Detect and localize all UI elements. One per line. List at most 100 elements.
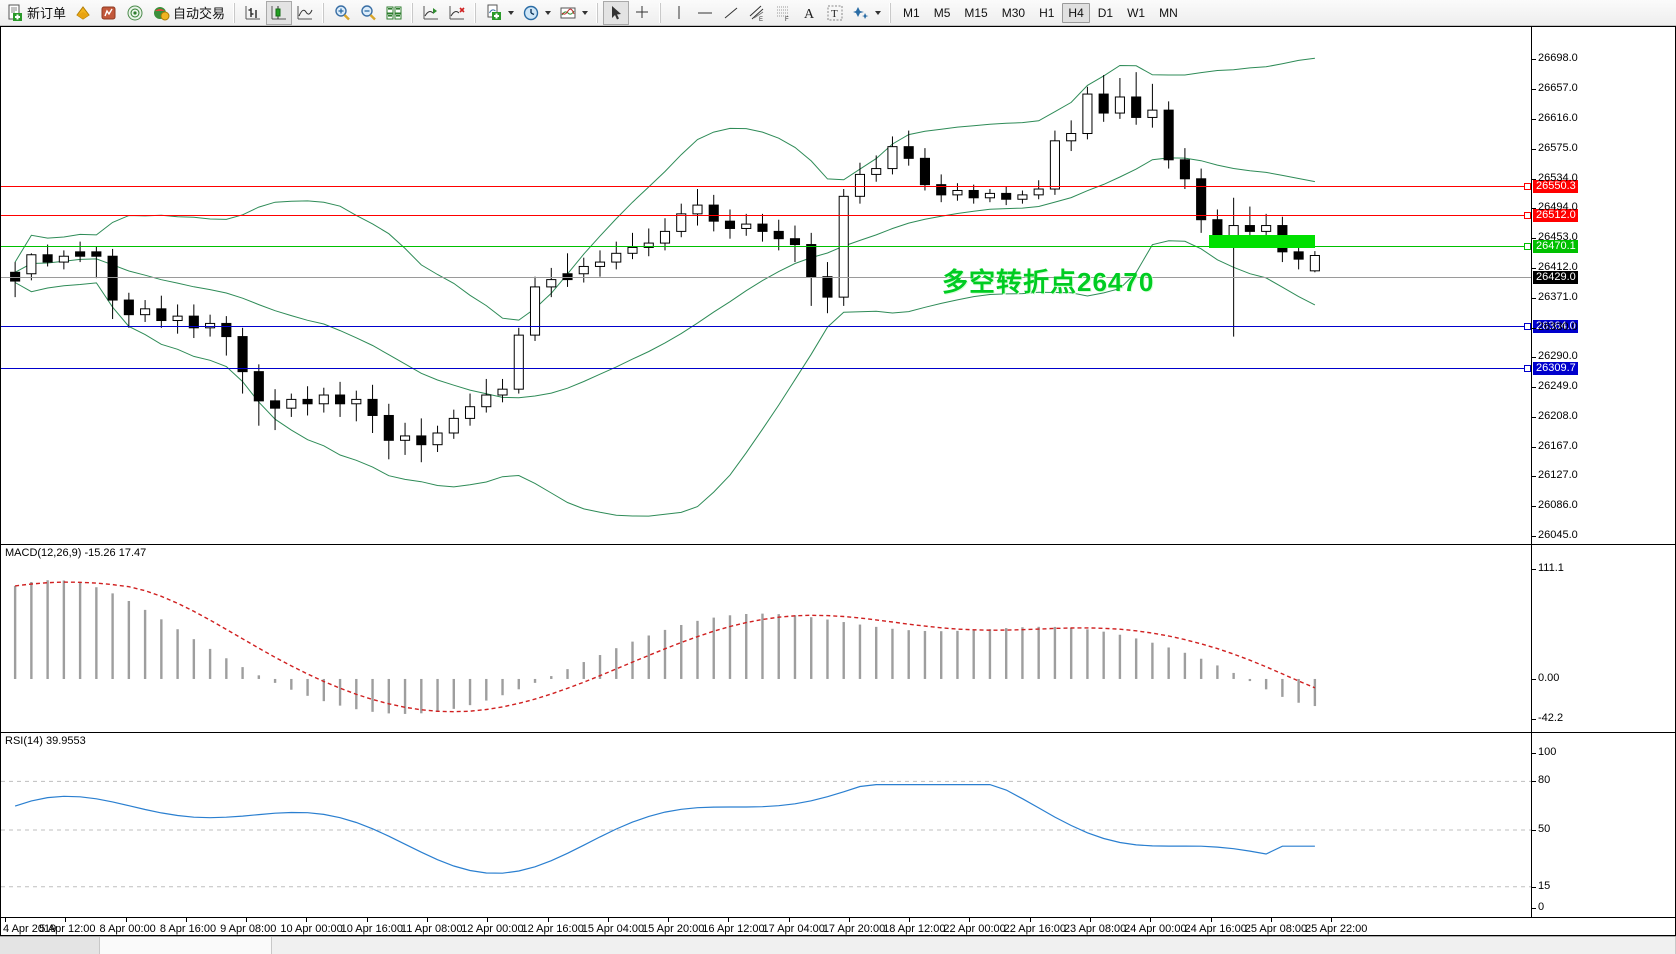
level-line-support-1[interactable]: [1, 326, 1531, 327]
time-tick-mark: [5, 918, 6, 922]
timeframe-m15[interactable]: M15: [964, 5, 988, 20]
fibonacci-button[interactable]: F: [770, 1, 796, 25]
level-handle-pivot-green[interactable]: [1524, 243, 1531, 250]
price-tag-last-price[interactable]: 26429.0: [1533, 271, 1578, 284]
taskbar-tab-1[interactable]: [0, 937, 100, 954]
candle-body: [1196, 178, 1207, 221]
templates-button[interactable]: [555, 1, 592, 25]
new-order-icon: [6, 4, 24, 22]
timeframe-d1[interactable]: D1: [1097, 5, 1114, 20]
timeframe-h1[interactable]: H1: [1039, 5, 1055, 20]
svg-text:F: F: [785, 17, 789, 22]
shift-end-button[interactable]: [418, 1, 444, 25]
candle-body: [692, 204, 703, 215]
candlestick-chart-button[interactable]: [266, 0, 293, 25]
level-handle-support-2[interactable]: [1524, 365, 1531, 372]
price-tick-label: 26167.0: [1538, 439, 1578, 452]
candle-body: [854, 173, 866, 197]
price-tick-mark: [1532, 88, 1536, 90]
price-tag-pivot-green[interactable]: 26470.1: [1533, 240, 1578, 253]
level-handle-resistance-1[interactable]: [1524, 183, 1531, 190]
text-button[interactable]: A: [796, 1, 822, 25]
time-tick-label: 8 Apr 16:00: [159, 923, 217, 935]
candle-body: [123, 299, 134, 316]
time-tick-label: 10 Apr 00:00: [280, 923, 343, 935]
zoom-in-button[interactable]: [329, 1, 355, 25]
level-line-resistance-2[interactable]: [1, 215, 1531, 216]
rsi-tick-mark: [1532, 781, 1536, 783]
timeframe-h4[interactable]: H4: [1062, 2, 1090, 23]
horizontal-line-button[interactable]: [692, 1, 718, 25]
svg-text:A: A: [804, 7, 815, 22]
chevron-down-icon[interactable]: [545, 10, 552, 15]
candle-body: [497, 388, 508, 396]
shapes-icon: [852, 4, 870, 22]
tile-windows-button[interactable]: [381, 1, 407, 25]
indicators-button[interactable]: [481, 1, 518, 25]
chart-window[interactable]: DJ30-,H4 26408.0 26435.0 26406.0 26429.0…: [0, 26, 1676, 936]
price-tick-mark: [1532, 506, 1536, 508]
level-line-resistance-1[interactable]: [1, 186, 1531, 187]
price-plot: [10, 57, 1320, 517]
zoom-out-button[interactable]: [355, 1, 381, 25]
taskbar[interactable]: [0, 936, 1676, 954]
line-chart-button[interactable]: [292, 1, 318, 25]
periods-button[interactable]: [518, 1, 555, 25]
highlight-rectangle[interactable]: [1209, 235, 1315, 248]
price-pane[interactable]: 26550.3 26512.0 26470.1 26429.0 26364.0 26309…: [1, 27, 1675, 544]
level-handle-resistance-2[interactable]: [1524, 212, 1531, 219]
price-tick-label: 26412.0: [1538, 260, 1578, 273]
time-tick-mark: [366, 918, 368, 922]
level-handle-support-1[interactable]: [1524, 323, 1531, 330]
vertical-line-button[interactable]: [666, 1, 692, 25]
autotrading-button[interactable]: 自动交易: [148, 1, 229, 25]
timeframe-m5[interactable]: M5: [933, 5, 951, 20]
taskbar-tab-2[interactable]: [100, 937, 272, 954]
time-tick-mark: [848, 918, 850, 922]
crosshair-button[interactable]: [629, 1, 655, 25]
chevron-down-icon[interactable]: [582, 10, 589, 15]
candle-body: [26, 254, 37, 275]
chevron-down-icon[interactable]: [875, 10, 882, 15]
rsi-label: RSI(14) 39.9553: [5, 735, 86, 747]
candle-body: [611, 252, 622, 263]
price-tick-mark: [1532, 357, 1536, 359]
price-tag-support-1[interactable]: 26364.0: [1533, 320, 1578, 333]
timeframe-m1[interactable]: M1: [903, 5, 920, 20]
shapes-button[interactable]: [848, 1, 885, 25]
trendline-button[interactable]: [718, 1, 744, 25]
text-label-button[interactable]: T: [822, 1, 848, 25]
strategy-tester-button[interactable]: [96, 1, 122, 25]
rsi-pane[interactable]: RSI(14) 39.9553 100 80 50 15 0: [1, 732, 1675, 917]
level-line-last-price[interactable]: [1, 277, 1531, 278]
time-tick-label: 12 Apr 16:00: [521, 923, 584, 935]
price-tag-resistance-2[interactable]: 26512.0: [1533, 209, 1578, 222]
candle-body: [562, 273, 573, 281]
chevron-down-icon[interactable]: [508, 10, 515, 15]
rsi-tick-label: 50: [1538, 823, 1551, 835]
price-tick-label: 26045.0: [1538, 529, 1578, 541]
timeframe-m30[interactable]: M30: [1001, 5, 1026, 20]
time-axis[interactable]: 4 Apr 2019 5 Apr 12:00 8 Apr 00:00 8 Apr 16…: [1, 917, 1675, 937]
price-tag-resistance-1[interactable]: 26550.3: [1533, 180, 1578, 193]
level-line-support-2[interactable]: [1, 368, 1531, 369]
candle-body: [10, 271, 21, 282]
expert-advisor-button[interactable]: [70, 1, 96, 25]
candle-body: [367, 398, 378, 416]
bar-chart-button[interactable]: [240, 1, 266, 25]
timeframe-mn[interactable]: MN: [1159, 5, 1178, 20]
time-tick-mark: [788, 918, 790, 922]
level-line-pivot-green[interactable]: [1, 246, 1531, 247]
macd-pane[interactable]: MACD(12,26,9) -15.26 17.47 111.1 0.00 -42.…: [1, 544, 1675, 732]
price-tag-support-2[interactable]: 26309.7: [1533, 362, 1578, 375]
auto-scroll-button[interactable]: [444, 1, 470, 25]
signals-button[interactable]: [122, 1, 148, 25]
taskbar-tab-3[interactable]: [272, 937, 1676, 954]
time-tick-label: 11 Apr 08:00: [400, 923, 463, 935]
timeframe-w1[interactable]: W1: [1127, 5, 1146, 20]
cursor-button[interactable]: [603, 0, 630, 25]
chart-annotation-text[interactable]: 多空转折点26470: [942, 267, 1155, 297]
new-order-button[interactable]: 新订单: [2, 1, 70, 25]
equidistant-channel-button[interactable]: E: [744, 1, 770, 25]
